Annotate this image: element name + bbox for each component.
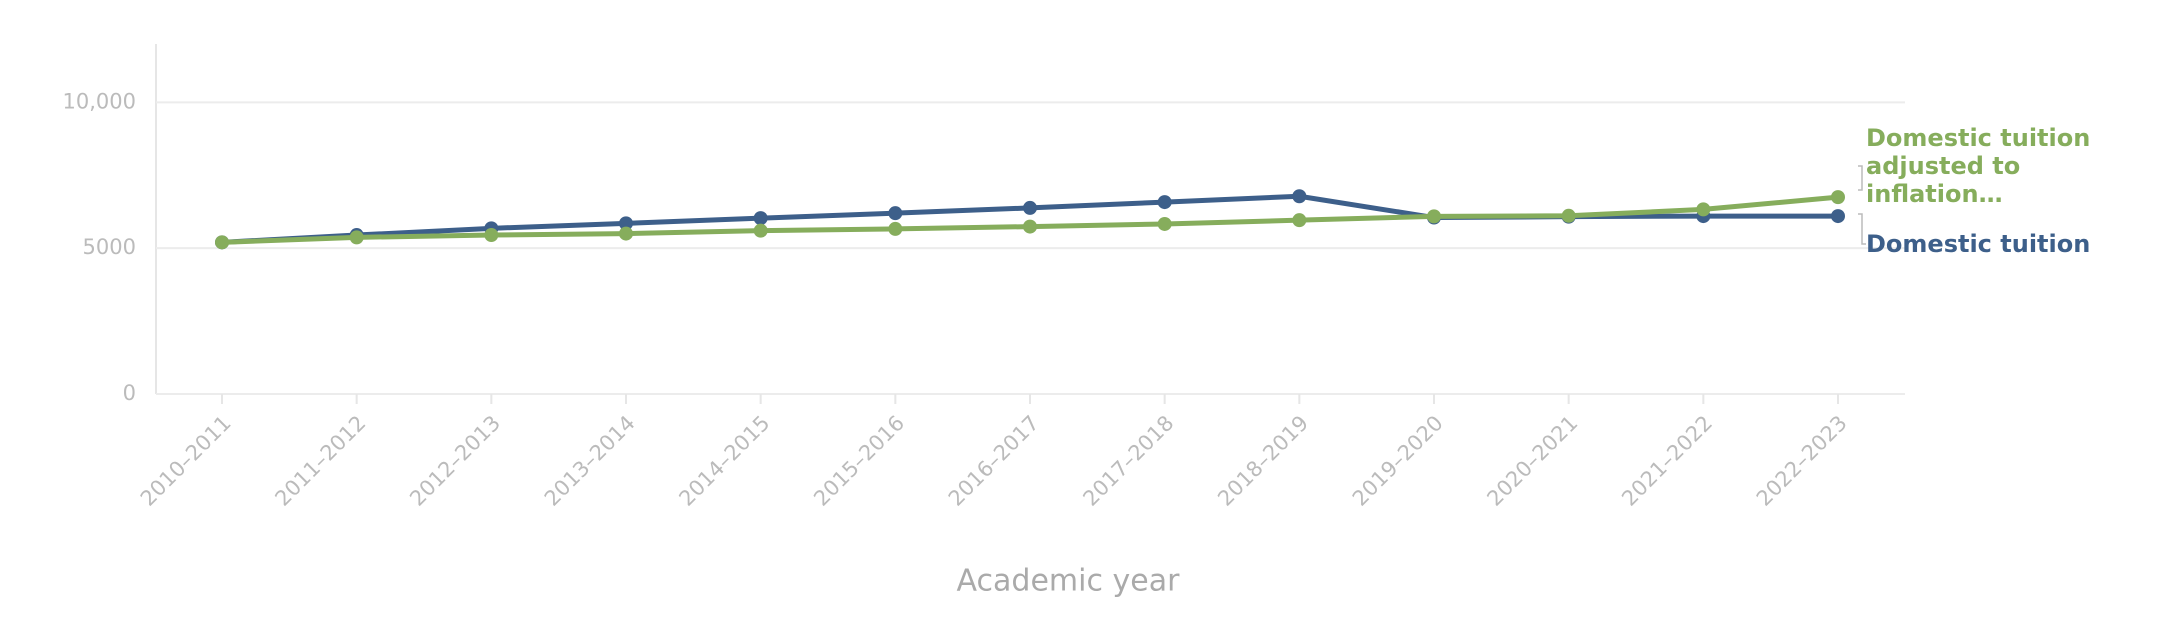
y-tick-label: 0: [123, 381, 136, 405]
x-tick-label: 2019–2020: [1348, 411, 1448, 511]
data-point: [888, 221, 903, 236]
x-tick-label: 2011–2012: [270, 411, 370, 511]
data-point: [753, 223, 768, 238]
x-tick-label: 2022–2023: [1752, 411, 1852, 511]
x-tick-label: 2020–2021: [1482, 411, 1582, 511]
data-point: [1023, 219, 1037, 234]
data-point: [888, 206, 903, 221]
y-tick-label: 10,000: [63, 89, 136, 113]
data-point: [1157, 216, 1172, 231]
x-tick-label: 2017–2018: [1078, 411, 1178, 511]
x-tick-label: 2015–2016: [809, 411, 909, 511]
data-point: [215, 235, 229, 250]
data-point: [1292, 189, 1307, 204]
x-tick-label: 2021–2022: [1617, 411, 1717, 511]
x-tick-label: 2010–2011: [136, 411, 236, 511]
data-point: [1831, 190, 1845, 205]
x-axis-title: Academic year: [957, 564, 1181, 599]
data-point: [1427, 209, 1441, 224]
data-point: [1292, 213, 1307, 228]
data-point: [484, 228, 499, 243]
x-tick-label: 2016–2017: [944, 411, 1044, 511]
data-point: [1561, 208, 1576, 223]
x-tick-label: 2014–2015: [674, 411, 774, 511]
data-point: [1157, 195, 1172, 210]
x-tick-label: 2013–2014: [540, 411, 640, 511]
data-point: [619, 226, 633, 241]
series-label: Domestic tuition adjusted to inflation…: [1866, 124, 2091, 208]
x-tick-label: 2018–2019: [1213, 411, 1313, 511]
x-tick-label: 2012–2013: [405, 411, 505, 511]
data-point: [1831, 209, 1845, 224]
label-bracket: [1858, 165, 1866, 245]
data-point: [753, 211, 768, 226]
y-tick-label: 5000: [83, 235, 136, 259]
series-label: Domestic tuition: [1866, 230, 2091, 258]
data-point: [349, 230, 364, 245]
data-point: [619, 216, 633, 231]
data-point: [1023, 200, 1037, 215]
data-point: [1696, 202, 1711, 217]
